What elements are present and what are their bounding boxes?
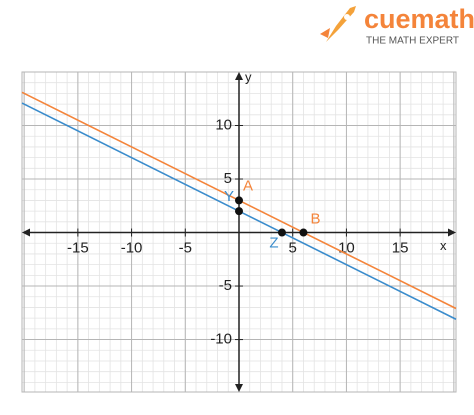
point-label: A	[243, 177, 253, 194]
y-tick-label: -5	[219, 277, 232, 294]
y-tick-label: 10	[215, 116, 232, 133]
point-label: Y	[224, 188, 234, 205]
brand-name: cuemath	[364, 4, 474, 34]
point	[299, 228, 308, 237]
y-axis-label: y	[245, 69, 252, 84]
y-tick-label: -10	[210, 331, 232, 348]
brand-tagline: THE MATH EXPERT	[366, 36, 459, 47]
rocket-fin	[320, 28, 330, 38]
rocket-icon	[326, 6, 356, 42]
point-label: B	[310, 211, 320, 228]
x-tick-label: -10	[121, 240, 143, 257]
point	[235, 207, 243, 216]
x-axis-label: x	[440, 238, 447, 253]
x-tick-label: -5	[179, 240, 192, 257]
y-tick-label: 5	[224, 170, 232, 187]
point	[277, 228, 286, 237]
point-label: Z	[269, 235, 278, 252]
x-tick-label: 15	[392, 240, 409, 257]
x-tick-label: 5	[289, 240, 297, 257]
logo: cuemath THE MATH EXPERT	[320, 4, 474, 47]
point	[235, 196, 243, 205]
x-tick-label: -15	[67, 240, 89, 257]
rocket-window	[344, 14, 350, 20]
